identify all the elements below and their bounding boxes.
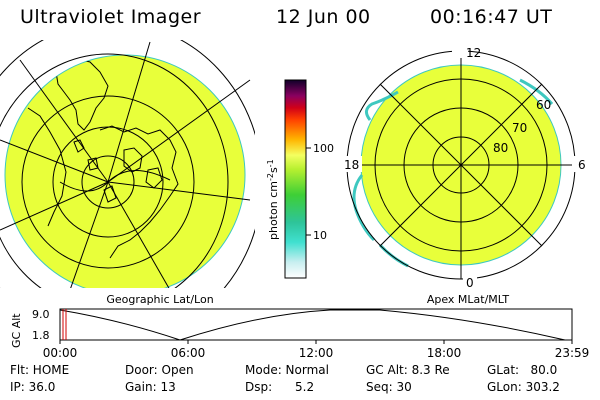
- timeline-tick-label: 00:00: [43, 346, 78, 360]
- greenland-coastline: [55, 57, 109, 131]
- altitude-curve: [59, 309, 566, 341]
- timeline-tick-label: 12:00: [299, 346, 334, 360]
- timeline-ymax: 9.0: [32, 308, 50, 321]
- timeline-ticks: [59, 340, 573, 344]
- color-tick-100: 100: [313, 142, 334, 155]
- peninsula-coastline: [27, 107, 67, 227]
- date-label: 12 Jun 00: [276, 6, 371, 28]
- mlat-label-60: 60: [536, 98, 551, 112]
- geographic-image: [0, 40, 255, 288]
- status-gc-alt: GC Alt: 8.3 Re: [366, 363, 450, 377]
- geographic-grid: [0, 40, 255, 288]
- color-scale-ticks: [306, 147, 311, 236]
- instrument-title: Ultraviolet Imager: [20, 6, 202, 28]
- island-coastline: [123, 147, 143, 173]
- magnetic-polar-plot: [340, 44, 586, 289]
- color-scale-unit: photon cm-2s-1: [266, 159, 280, 240]
- timeline-axis-label: GC Alt: [10, 313, 23, 348]
- altitude-timeline: [59, 308, 573, 344]
- mlat-label-80: 80: [493, 141, 508, 155]
- status-ip: IP: 36.0: [10, 380, 56, 394]
- status-seq: Seq: 30: [366, 380, 412, 394]
- island-coastline: [145, 167, 163, 189]
- mlt-label-6: 6: [578, 158, 586, 172]
- status-gain: Gain: 13: [125, 380, 176, 394]
- status-mode: Mode: Normal: [245, 363, 329, 377]
- left-panel-caption: Geographic Lat/Lon: [106, 293, 213, 306]
- right-panel-caption: Apex MLat/MLT: [427, 293, 510, 306]
- timeline-tick-label: 06:00: [171, 346, 206, 360]
- status-door: Door: Open: [125, 363, 194, 377]
- mlat-label-70: 70: [512, 121, 527, 135]
- mlt-label-0: 0: [466, 276, 474, 290]
- mlt-label-12: 12: [466, 46, 481, 60]
- color-scale-bar: [284, 79, 307, 279]
- arctic-coastline: [99, 125, 179, 259]
- status-glat: GLat: 80.0: [487, 363, 558, 377]
- timeline-tick-label: 23:59: [555, 346, 590, 360]
- mlt-label-18: 18: [344, 158, 359, 172]
- timeline-ymin: 1.8: [32, 329, 50, 342]
- status-flight: Flt: HOME: [10, 363, 70, 377]
- color-tick-10: 10: [313, 229, 327, 242]
- polar-grid: [346, 50, 576, 280]
- status-dsp: Dsp: 5.2: [245, 380, 315, 394]
- timeline-tick-label: 18:00: [427, 346, 462, 360]
- status-glon: GLon: 303.2: [487, 380, 560, 394]
- timeline-frame: [59, 308, 573, 341]
- time-label: 00:16:47 UT: [430, 6, 553, 28]
- left-emission-disk: [4, 54, 246, 288]
